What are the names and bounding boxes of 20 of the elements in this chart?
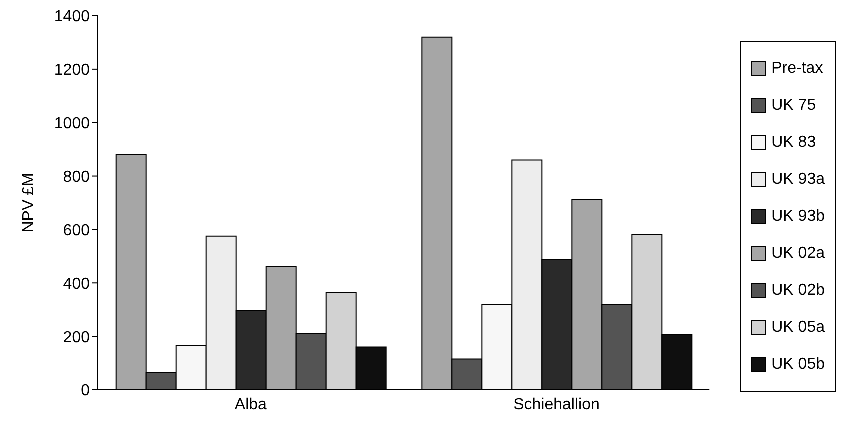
y-tick-label: 400 <box>63 276 90 293</box>
x-tick-label: Schiehallion <box>514 396 600 414</box>
y-axis-title: NPV £M <box>20 173 38 233</box>
y-tick-label: 200 <box>63 329 90 346</box>
y-tick-label: 1400 <box>54 8 90 26</box>
y-tick-label: 600 <box>63 222 90 240</box>
y-tick-label: 800 <box>63 168 90 186</box>
y-tick-label: 1200 <box>54 62 90 80</box>
legend-label: UK 05b <box>772 356 825 374</box>
legend-label: UK 93b <box>772 208 825 226</box>
y-tick-label: 0 <box>81 382 90 400</box>
y-tick-label: 1000 <box>54 116 90 133</box>
legend-label: UK 02b <box>772 282 825 300</box>
legend-label: UK 05a <box>772 318 825 336</box>
legend-label: UK 83 <box>772 134 816 152</box>
legend-label: Pre-tax <box>772 60 824 78</box>
legend-label: UK 93a <box>772 170 825 188</box>
legend-label: UK 02a <box>772 244 825 262</box>
legend-label: UK 75 <box>772 96 816 114</box>
x-tick-label: Alba <box>234 396 268 414</box>
